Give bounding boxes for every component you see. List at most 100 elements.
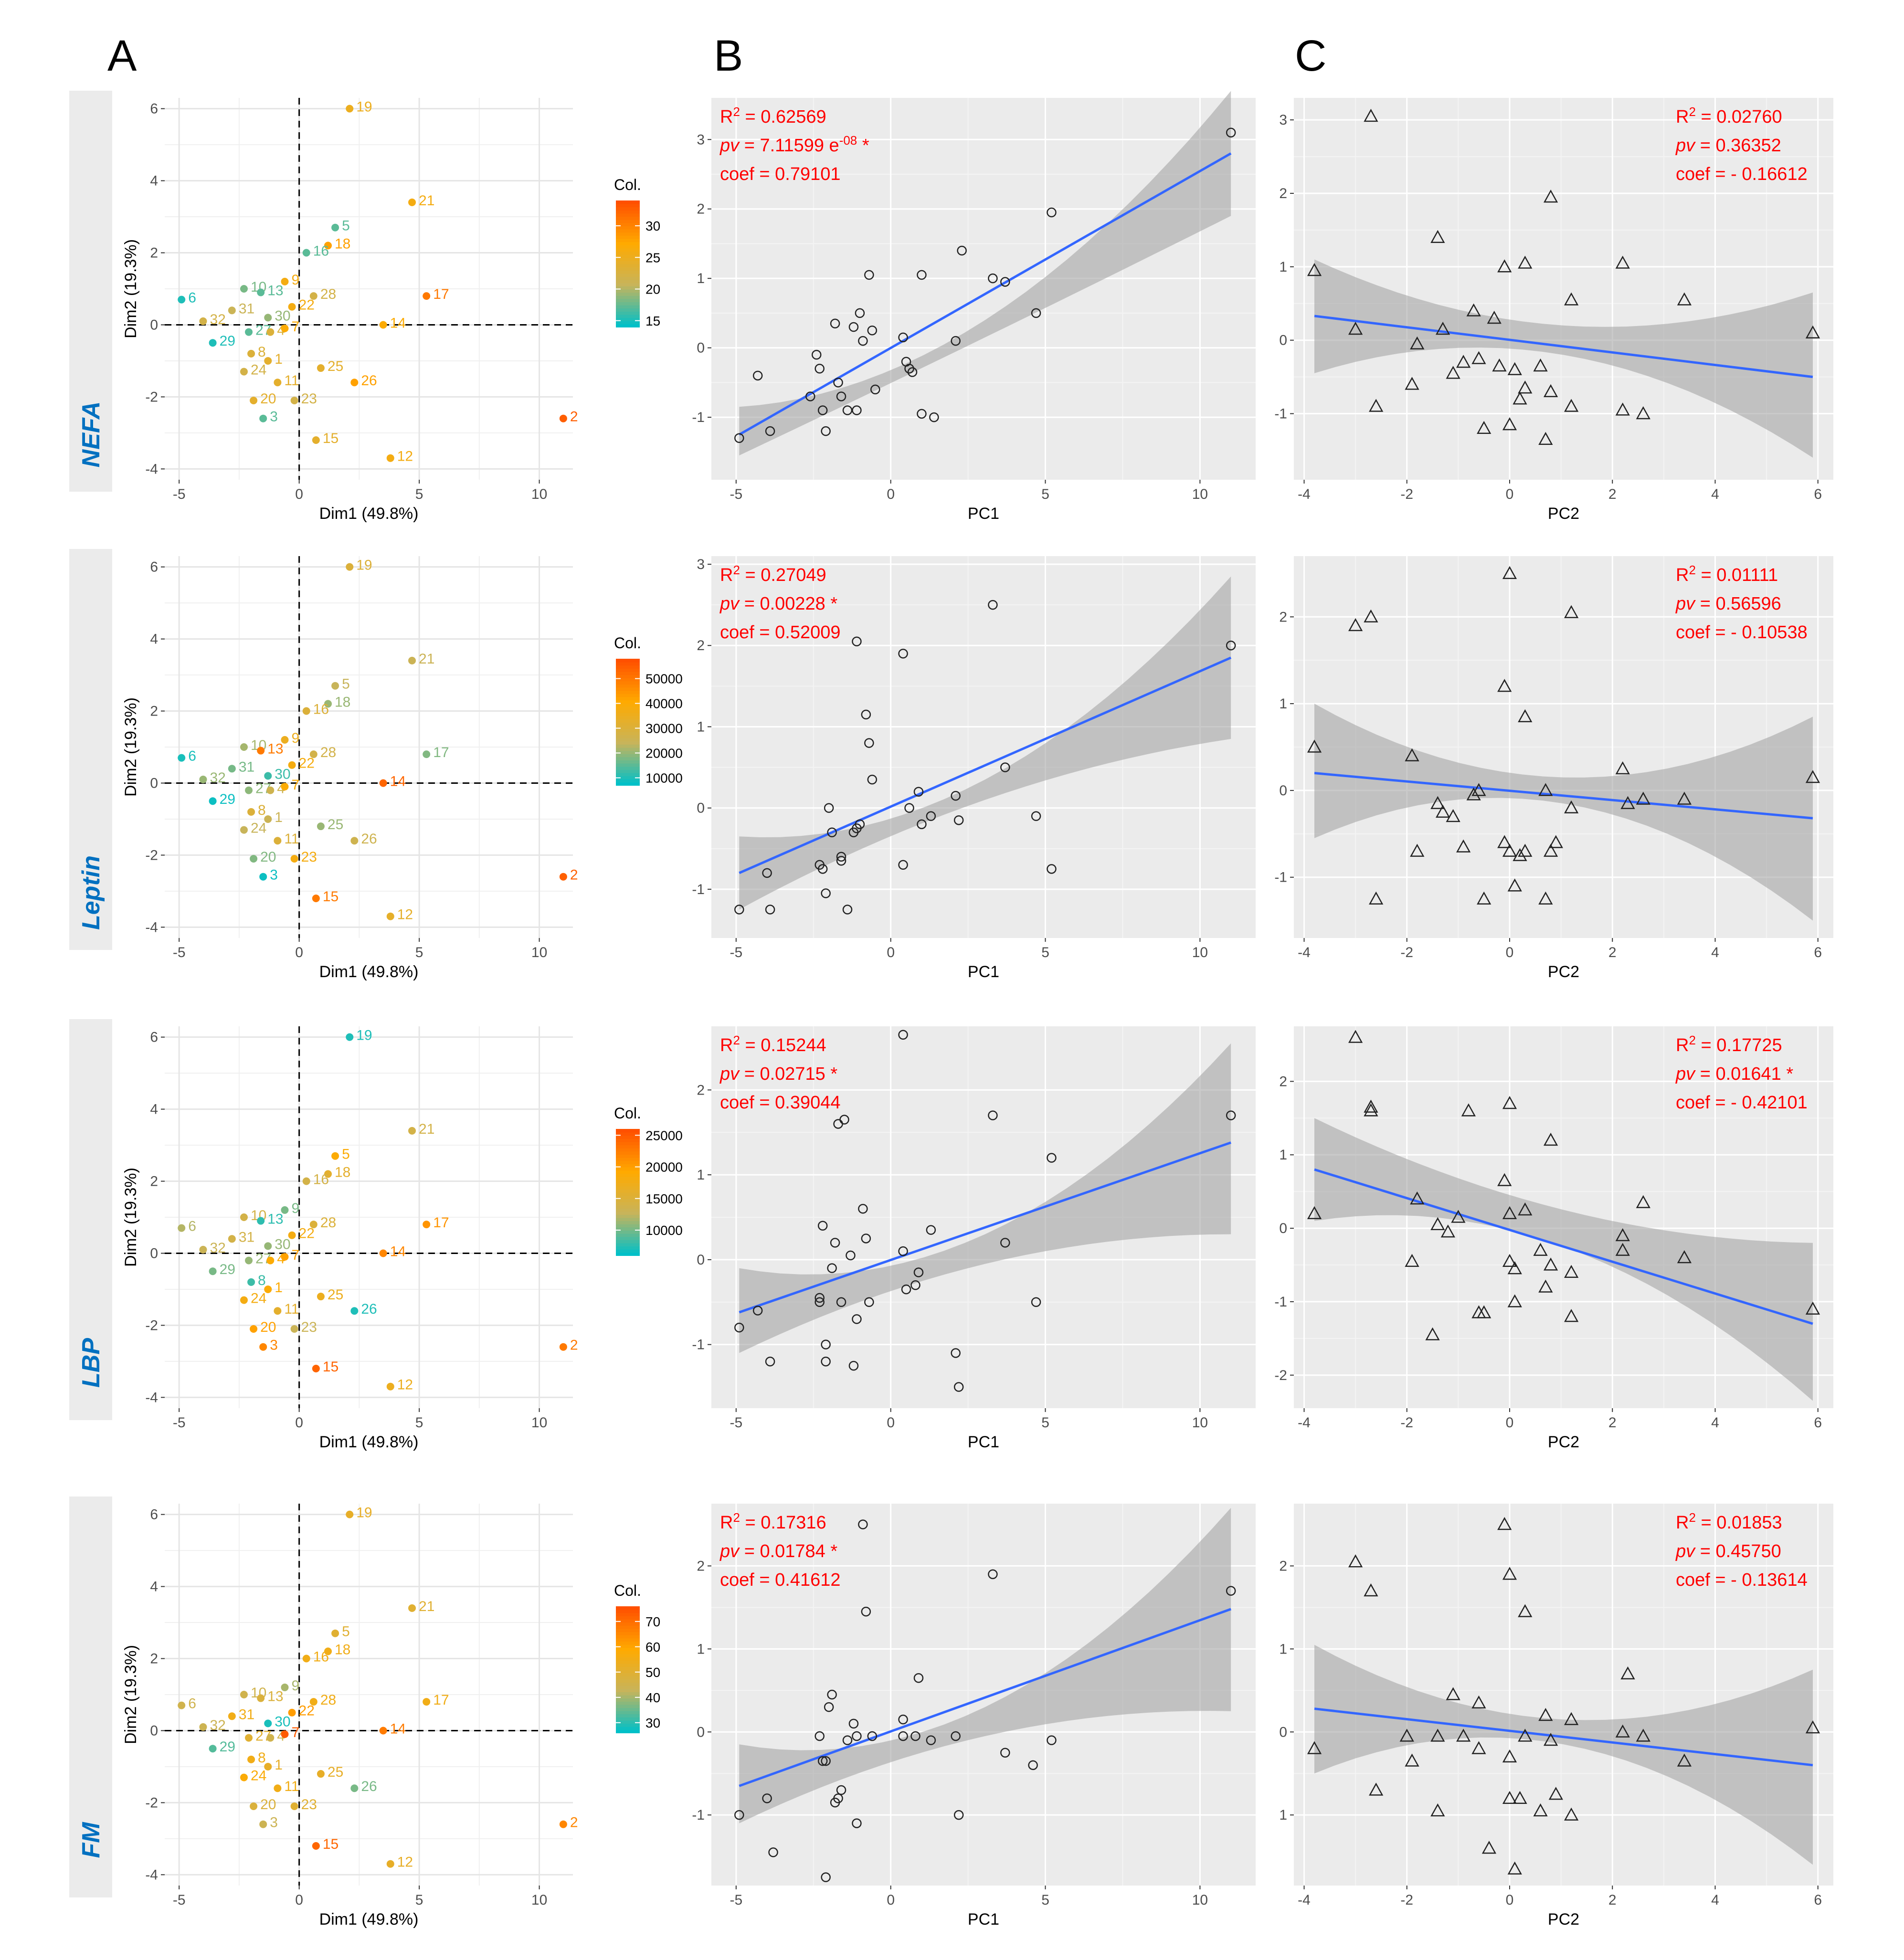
pca-point-label: 2 — [570, 1815, 578, 1831]
pca-point-label: 26 — [361, 373, 377, 389]
legend-gradient-step — [616, 1707, 640, 1711]
pca-point-label: 22 — [299, 756, 315, 771]
y-tick-label: -2 — [145, 1317, 158, 1333]
pca-point-label: 12 — [397, 449, 413, 464]
stat-r2-superscript: 2 — [733, 563, 740, 577]
stat-r2: R2 = 0.15244 — [720, 1033, 826, 1055]
pca-point — [264, 357, 272, 365]
scatter-point — [1410, 336, 1425, 350]
scatter-point — [1636, 791, 1650, 805]
scatter-point — [855, 308, 865, 318]
pca-point — [209, 339, 217, 347]
pca-point — [274, 379, 282, 387]
x-tick-label: -5 — [173, 945, 186, 960]
scatter-point — [1497, 679, 1512, 692]
stat-coef-label: coef = — [720, 1570, 775, 1590]
pca-point-label: 31 — [239, 301, 254, 316]
pca-point — [317, 822, 325, 831]
scatter-point — [1487, 310, 1502, 324]
scatter-point — [852, 1818, 862, 1828]
legend-gradient-step — [616, 254, 640, 258]
y-tick-label: 1 — [1279, 696, 1287, 712]
x-tick-label: -5 — [730, 1415, 742, 1431]
x-axis-title: PC1 — [968, 963, 999, 981]
stat-pv-star: * — [830, 594, 837, 614]
y-tick-label: 0 — [1279, 783, 1287, 799]
scatter-point — [842, 1735, 853, 1745]
pca-point-label: 16 — [313, 1172, 329, 1188]
pca-point — [264, 1762, 272, 1770]
legend-gradient-step — [616, 1195, 640, 1199]
pca-point-label: 25 — [328, 817, 343, 832]
stat-coef-label: coef = — [720, 1093, 775, 1113]
legend-gradient-step — [616, 1141, 640, 1146]
y-tick-label: -4 — [145, 1867, 158, 1883]
scatter-point — [1513, 391, 1527, 405]
legend-gradient-step — [616, 1129, 640, 1133]
stat-r2: R2 = 0.17316 — [720, 1510, 826, 1533]
scatter-point — [1031, 308, 1041, 318]
scatter-point — [1307, 1741, 1322, 1754]
y-tick-label: 2 — [150, 1174, 158, 1190]
legend-gradient-step — [616, 722, 640, 726]
pca-point-label: 6 — [188, 748, 196, 764]
legend-gradient-step — [616, 200, 640, 204]
pca-point — [331, 682, 339, 690]
scatter-point — [1507, 1261, 1522, 1275]
scatter-point — [827, 1689, 837, 1700]
pca-point-label: 28 — [320, 745, 336, 760]
legend-gradient-step — [616, 760, 640, 764]
scatter-point — [1518, 1728, 1533, 1742]
x-tick-label: 2 — [1608, 486, 1617, 502]
legend-tick-label: 20000 — [645, 746, 683, 760]
scatter-point — [951, 1348, 961, 1358]
pca-point-label: 2 — [570, 1338, 578, 1353]
x-tick-label: 10 — [531, 945, 547, 960]
pca-point — [379, 1727, 387, 1735]
stat-pv: pv = 0.45750 — [1675, 1541, 1781, 1561]
regression-line — [739, 1141, 1231, 1314]
pca-point-label: 12 — [397, 907, 413, 923]
legend-gradient-step — [616, 1663, 640, 1667]
pca-point — [317, 1293, 325, 1301]
scatter-point — [734, 905, 744, 915]
scatter-point — [858, 336, 868, 346]
scatter-point — [1497, 1173, 1512, 1186]
pca-point-label: 23 — [301, 391, 317, 407]
legend-gradient-step — [616, 665, 640, 669]
legend-tick-label: 50 — [645, 1665, 660, 1680]
scatter-point — [1364, 1583, 1378, 1597]
scatter-point — [929, 412, 939, 422]
stat-coef-label: coef = — [720, 622, 775, 643]
legend-gradient-step — [616, 1625, 640, 1629]
regression-line — [1314, 315, 1813, 379]
legend-gradient-step — [616, 324, 640, 327]
confidence-ribbon — [739, 576, 1231, 910]
scatter-point — [817, 1756, 828, 1766]
y-tick-label: 4 — [150, 632, 158, 647]
stat-coef-label: coef = — [720, 164, 775, 184]
legend-gradient-step — [616, 1138, 640, 1142]
pca-point — [559, 414, 567, 422]
y-tick-label: -2 — [145, 1795, 158, 1811]
stat-r2-value: 0.01111 — [1716, 565, 1778, 585]
pca-point — [274, 1307, 282, 1315]
legend-tick-label: 70 — [645, 1614, 660, 1629]
pca-point — [247, 1278, 255, 1286]
scatter-point — [1677, 1250, 1692, 1264]
stat-pv-label: pv — [719, 1541, 740, 1561]
pca-point — [266, 786, 275, 794]
pca-point-label: 22 — [299, 1226, 315, 1242]
scatter-point — [814, 1297, 825, 1307]
scatter-point — [1518, 709, 1533, 723]
scatter-point — [842, 405, 853, 415]
pca-point-label: 23 — [301, 849, 317, 865]
pca-point-label: 31 — [239, 1229, 254, 1245]
y-tick-label: 1 — [1279, 1807, 1287, 1823]
scatter-point — [1677, 791, 1692, 805]
y-tick-label: -4 — [145, 919, 158, 935]
legend-gradient-step — [616, 716, 640, 719]
